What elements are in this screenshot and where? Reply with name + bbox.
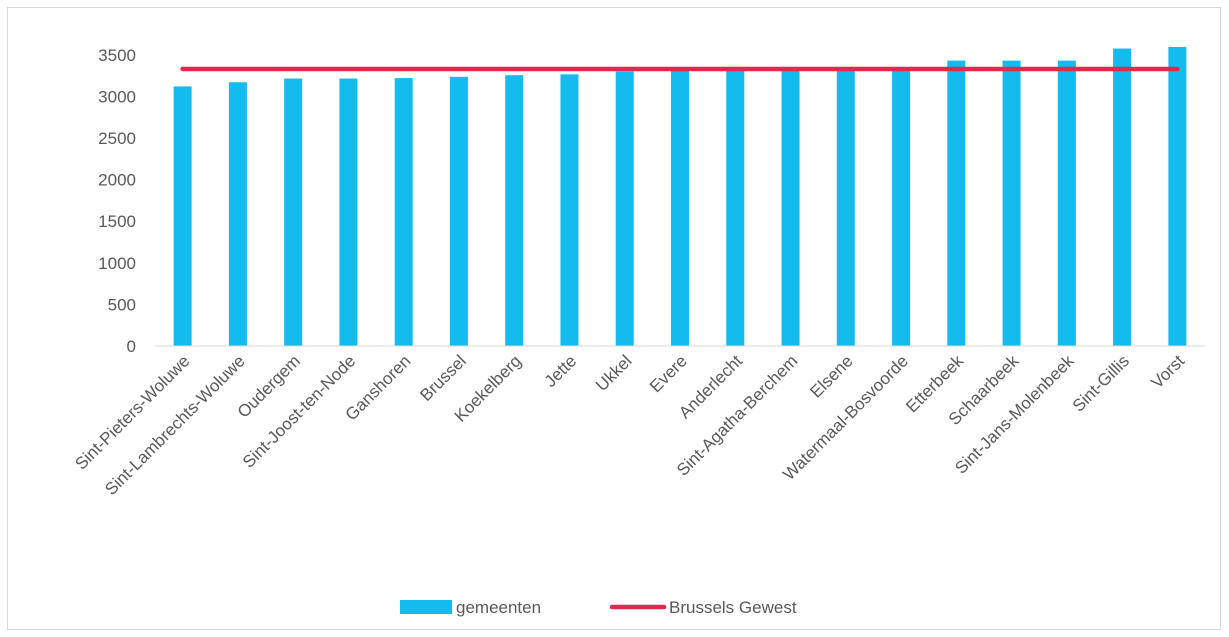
y-tick-label: 1500 [98, 212, 136, 231]
bar [1002, 60, 1021, 347]
y-tick-label: 0 [127, 337, 136, 356]
bar [1057, 60, 1076, 347]
x-tick-label: Evere [646, 351, 691, 396]
bar [394, 78, 413, 346]
x-tick-label: Vorst [1147, 351, 1188, 392]
y-tick-label: 3000 [98, 87, 136, 106]
bar [1168, 46, 1187, 347]
bar [505, 75, 524, 347]
legend-label-gemeenten: gemeenten [456, 598, 541, 617]
bar [1113, 48, 1132, 347]
bar [836, 69, 855, 346]
x-tick-label: Sint-Gillis [1069, 351, 1133, 415]
y-tick-label: 2500 [98, 129, 136, 148]
bar [615, 71, 634, 346]
legend-label-brussels-gewest: Brussels Gewest [669, 598, 797, 617]
y-tick-label: 3500 [98, 46, 136, 65]
x-tick-label: Brussel [416, 351, 470, 405]
bar [228, 82, 247, 347]
bar [892, 69, 911, 347]
bar [339, 78, 358, 347]
bar [284, 78, 303, 347]
bar [173, 86, 192, 346]
bar [671, 71, 689, 347]
legend-swatch-gemeenten [400, 600, 452, 614]
x-tick-label: Jette [541, 351, 580, 390]
y-axis-labels: 0 500 1000 1500 2000 2500 3000 3500 [98, 46, 136, 356]
x-tick-label: Ukkel [592, 351, 635, 394]
bar [781, 70, 800, 346]
y-tick-label: 500 [108, 295, 136, 314]
bar [947, 60, 966, 347]
bars-gemeenten [173, 46, 1187, 347]
x-tick-label: Elsene [806, 351, 856, 401]
legend: gemeenten Brussels Gewest [400, 598, 797, 617]
bar [449, 76, 468, 347]
bar [726, 70, 745, 346]
x-axis-labels: Sint-Pieters-WoluweSint-Lambrechts-Woluw… [71, 351, 1188, 499]
bar [560, 74, 579, 347]
y-tick-label: 2000 [98, 171, 136, 190]
y-tick-label: 1000 [98, 254, 136, 273]
